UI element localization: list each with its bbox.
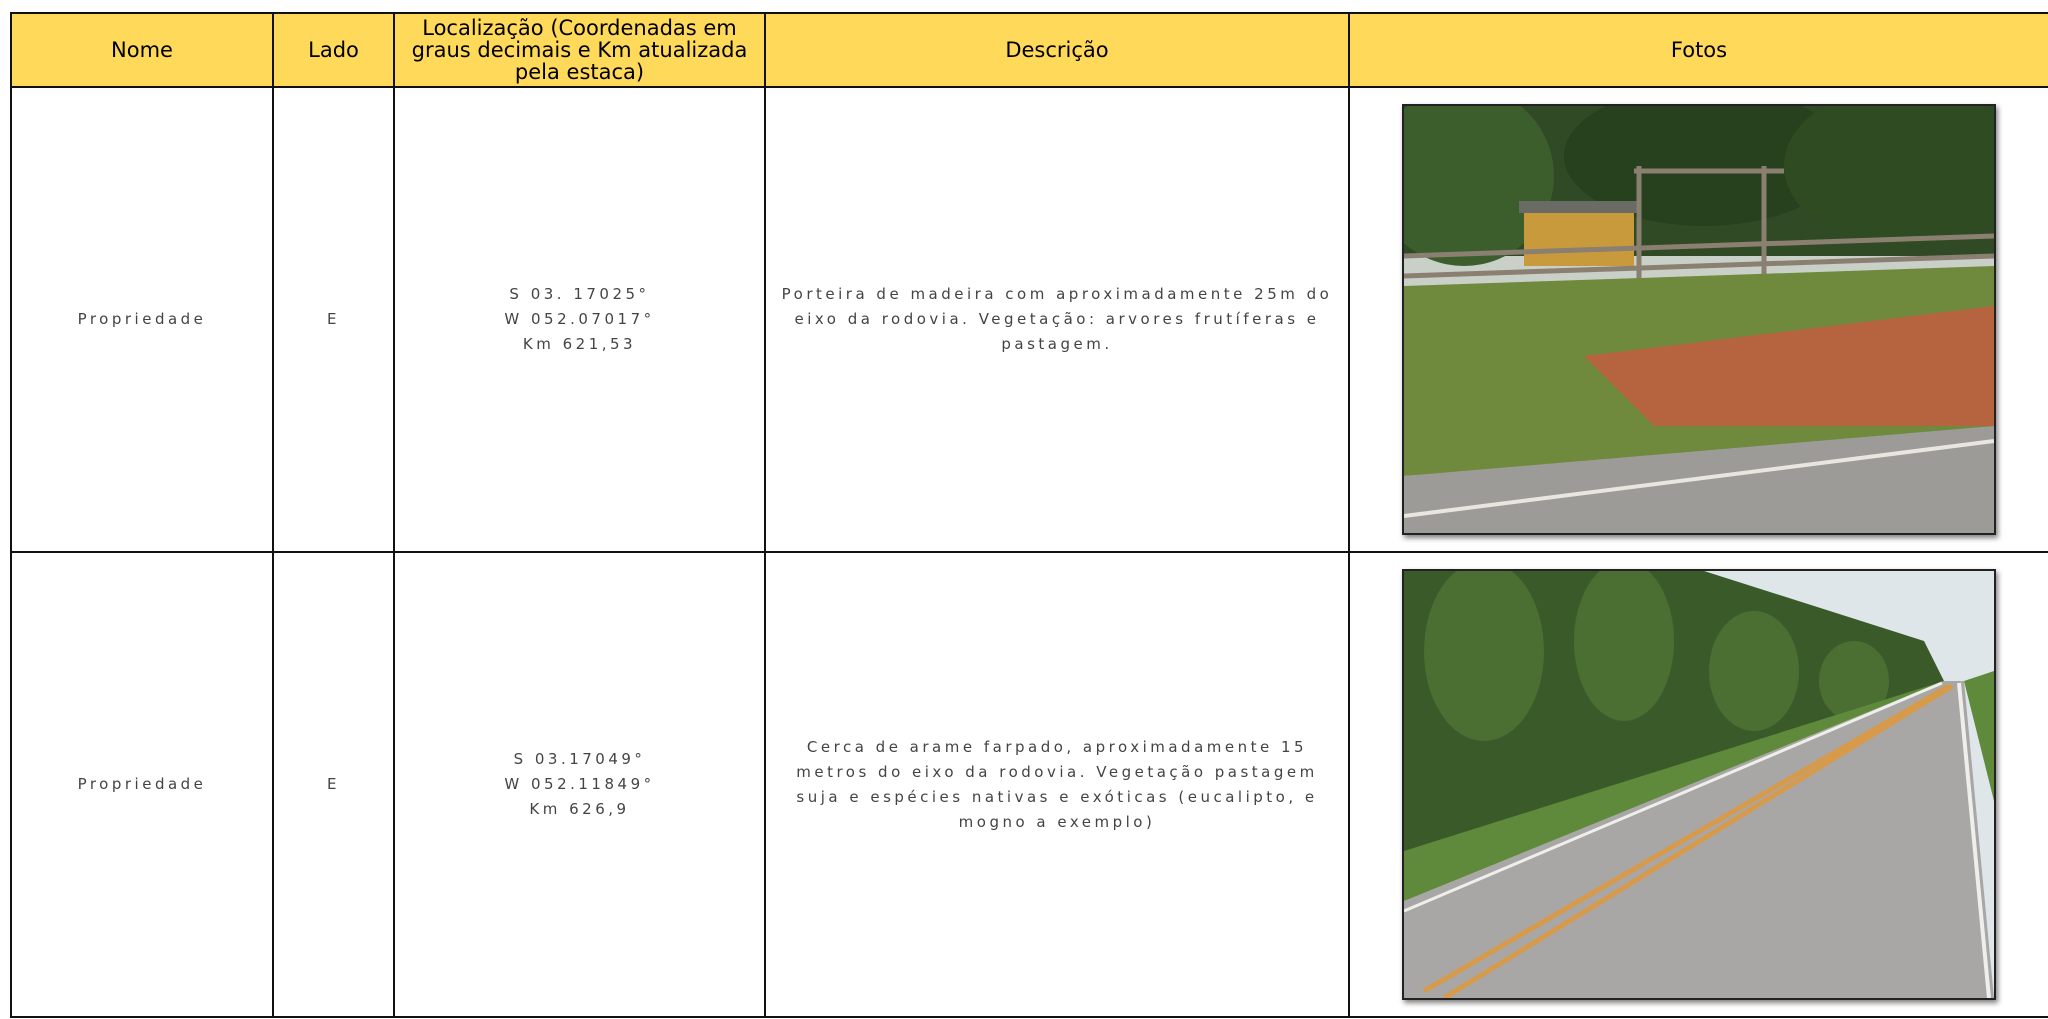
table-row: Propriedade E S 03.17049° W 052.11849° K… (10, 551, 2048, 1018)
foto-cell (1348, 551, 2048, 1018)
photo (1402, 569, 1996, 1000)
coord-line: S 03. 17025° (509, 285, 650, 303)
foto-cell (1348, 86, 2048, 553)
descricao-cell: Porteira de madeira com aproximadamente … (764, 86, 1350, 553)
table-row: Propriedade E S 03. 17025° W 052.07017° … (10, 86, 2048, 553)
header-cell: Lado (272, 12, 395, 88)
coord-line: W 052.11849° (504, 775, 655, 793)
lado-cell: E (272, 551, 395, 1018)
header-cell: Nome (10, 12, 274, 88)
nome-cell: Propriedade (10, 86, 274, 553)
header-cell: Localização (Coordenadas em graus decima… (393, 12, 766, 88)
header-row: Nome Lado Localização (Coordenadas em gr… (10, 12, 2048, 88)
header-cell: Fotos (1348, 12, 2048, 88)
coord-line: Km 621,53 (522, 335, 637, 353)
descricao-cell: Cerca de arame farpado, aproximadamente … (764, 551, 1350, 1018)
coord-line: W 052.07017° (504, 310, 655, 328)
localizacao-cell: S 03.17049° W 052.11849° Km 626,9 (393, 551, 766, 1018)
photo (1402, 104, 1996, 535)
lado-cell: E (272, 86, 395, 553)
localizacao-cell: S 03. 17025° W 052.07017° Km 621,53 (393, 86, 766, 553)
header-cell: Descrição (764, 12, 1350, 88)
coord-line: Km 626,9 (529, 800, 630, 818)
coord-line: S 03.17049° (513, 750, 646, 768)
nome-cell: Propriedade (10, 551, 274, 1018)
data-table: Nome Lado Localização (Coordenadas em gr… (10, 12, 2048, 1018)
